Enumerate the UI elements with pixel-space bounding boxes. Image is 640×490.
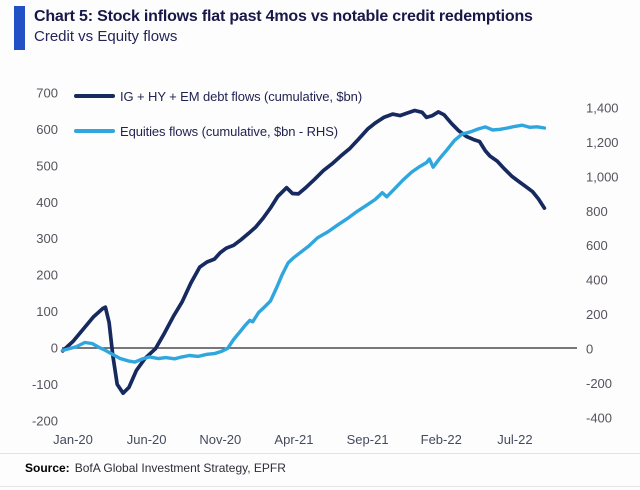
chart-title: Chart 5: Stock inflows flat past 4mos vs… [34, 8, 533, 25]
y-left-tick-label: -200 [32, 413, 58, 428]
y-left-tick-label: 0 [51, 341, 58, 356]
x-tick-label: Feb-22 [421, 432, 462, 447]
y-right-tick-label: -400 [586, 410, 612, 425]
y-right-tick-label: 1,200 [586, 135, 619, 150]
legend-label: IG + HY + EM debt flows (cumulative, $bn… [120, 88, 363, 104]
y-right-tick-label: -200 [586, 376, 612, 391]
y-left-tick-label: 200 [36, 268, 58, 283]
x-tick-label: Jul-22 [497, 432, 532, 447]
source-text: BofA Global Investment Strategy, EPFR [74, 461, 286, 475]
y-right-tick-label: 600 [586, 238, 608, 253]
header-text: Chart 5: Stock inflows flat past 4mos vs… [34, 6, 533, 50]
y-right-tick-label: 1,400 [586, 101, 619, 116]
legend-item-debt-flows: IG + HY + EM debt flows (cumulative, $bn… [74, 88, 363, 104]
x-tick-label: Sep-21 [347, 432, 389, 447]
y-left-tick-label: 100 [36, 304, 58, 319]
source-label: Source: [25, 461, 70, 475]
y-left-tick-label: 700 [36, 86, 58, 101]
x-tick-label: Nov-20 [199, 432, 241, 447]
chart-header: Chart 5: Stock inflows flat past 4mos vs… [14, 6, 533, 50]
legend-label: Equities flows (cumulative, $bn - RHS) [120, 123, 339, 139]
y-right-tick-label: 0 [586, 342, 593, 357]
y-right-tick-label: 1,000 [586, 169, 619, 184]
y-right-tick-label: 400 [586, 273, 608, 288]
y-left-tick-label: -100 [32, 377, 58, 392]
y-left-tick-label: 500 [36, 158, 58, 173]
x-tick-label: Jan-20 [53, 432, 93, 447]
footer-divider [0, 453, 640, 454]
y-left-tick-label: 600 [36, 122, 58, 137]
legend-item-equities-flows: Equities flows (cumulative, $bn - RHS) [74, 123, 339, 139]
equities-flows-line [61, 123, 547, 364]
y-right-tick-label: 200 [586, 307, 608, 322]
y-right-tick-label: 800 [586, 204, 608, 219]
accent-bar [14, 6, 25, 50]
chart-subtitle: Credit vs Equity flows [34, 28, 178, 45]
debt-flows-line-swatch [74, 94, 115, 98]
bottom-divider [0, 486, 640, 487]
x-tick-label: Apr-21 [274, 432, 313, 447]
x-tick-label: Jun-20 [127, 432, 167, 447]
y-left-tick-label: 400 [36, 195, 58, 210]
debt-flows-line [60, 108, 547, 396]
equities-flows-line-swatch [74, 129, 115, 133]
source-line: Source: BofA Global Investment Strategy, … [25, 461, 286, 475]
y-left-tick-label: 300 [36, 231, 58, 246]
